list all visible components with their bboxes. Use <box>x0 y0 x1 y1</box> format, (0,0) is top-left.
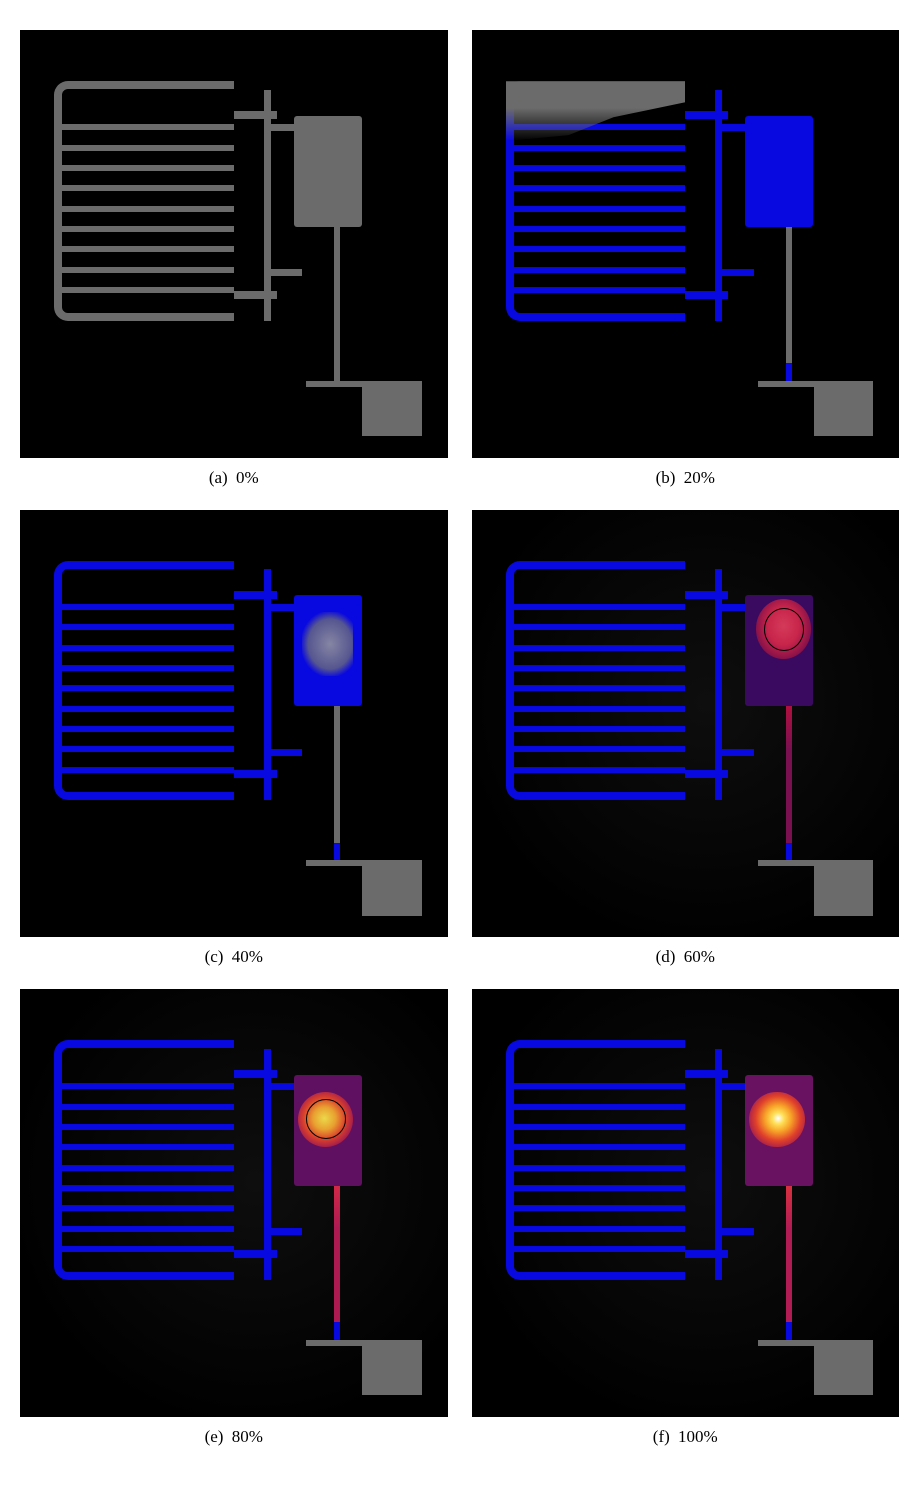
caption-percent: 20% <box>684 468 715 487</box>
short-connector-bottom <box>719 749 753 756</box>
caption-tag: (c) <box>205 947 224 966</box>
louver-block <box>506 81 686 320</box>
base-block <box>814 381 874 437</box>
downpipe <box>786 227 792 381</box>
panel: (c) 40% <box>20 510 448 982</box>
simulation-render <box>472 30 900 458</box>
chamber <box>745 116 813 227</box>
chamber <box>745 1075 813 1186</box>
downpipe-hot-top <box>786 1186 792 1229</box>
panel-caption: (a) 0% <box>209 468 259 488</box>
simulation-render <box>20 989 448 1417</box>
louver-block <box>54 561 234 800</box>
panel-caption: (f) 100% <box>653 1427 718 1447</box>
downpipe-cold-tip <box>334 1322 340 1339</box>
chamber <box>294 595 362 706</box>
short-connector-bottom <box>268 1228 302 1235</box>
figure-grid: (a) 0% (b) 20% (c) 40% (d) 60% (e) 80% (f) 10… <box>20 30 899 1461</box>
simulation-render <box>472 510 900 938</box>
simulation-render <box>20 510 448 938</box>
short-connector-bottom <box>268 749 302 756</box>
downpipe-hot-top <box>786 706 792 749</box>
chamber <box>745 595 813 706</box>
caption-tag: (f) <box>653 1427 670 1446</box>
panel: (b) 20% <box>472 30 900 502</box>
caption-tag: (a) <box>209 468 228 487</box>
louver-block <box>54 81 234 320</box>
downpipe-cold-tip <box>786 1322 792 1339</box>
caption-percent: 100% <box>678 1427 718 1446</box>
caption-percent: 80% <box>232 1427 263 1446</box>
short-connector-bottom <box>268 269 302 276</box>
downpipe <box>334 706 340 860</box>
short-connector-bottom <box>719 269 753 276</box>
downpipe-hot-top <box>334 1186 340 1229</box>
panel: (d) 60% <box>472 510 900 982</box>
short-connector-bottom <box>719 1228 753 1235</box>
caption-tag: (b) <box>656 468 676 487</box>
downpipe-cold-tip <box>334 843 340 860</box>
panel-caption: (c) 40% <box>205 947 263 967</box>
chamber <box>294 116 362 227</box>
base-block <box>814 1340 874 1396</box>
louver-block <box>506 561 686 800</box>
simulation-render <box>20 30 448 458</box>
simulation-render <box>472 989 900 1417</box>
chamber <box>294 1075 362 1186</box>
caption-percent: 60% <box>684 947 715 966</box>
caption-tag: (d) <box>656 947 676 966</box>
base-block <box>362 1340 422 1396</box>
downpipe-cold-tip <box>786 843 792 860</box>
panel-caption: (d) 60% <box>656 947 715 967</box>
panel-caption: (e) 80% <box>205 1427 263 1447</box>
panel: (a) 0% <box>20 30 448 502</box>
downpipe-cold-tip <box>786 363 792 380</box>
panel-caption: (b) 20% <box>656 468 715 488</box>
louver-block <box>54 1040 234 1279</box>
panel: (e) 80% <box>20 989 448 1461</box>
caption-tag: (e) <box>205 1427 224 1446</box>
base-block <box>362 860 422 916</box>
caption-percent: 40% <box>232 947 263 966</box>
downpipe <box>334 227 340 381</box>
caption-percent: 0% <box>236 468 259 487</box>
base-block <box>362 381 422 437</box>
louver-block <box>506 1040 686 1279</box>
panel: (f) 100% <box>472 989 900 1461</box>
base-block <box>814 860 874 916</box>
